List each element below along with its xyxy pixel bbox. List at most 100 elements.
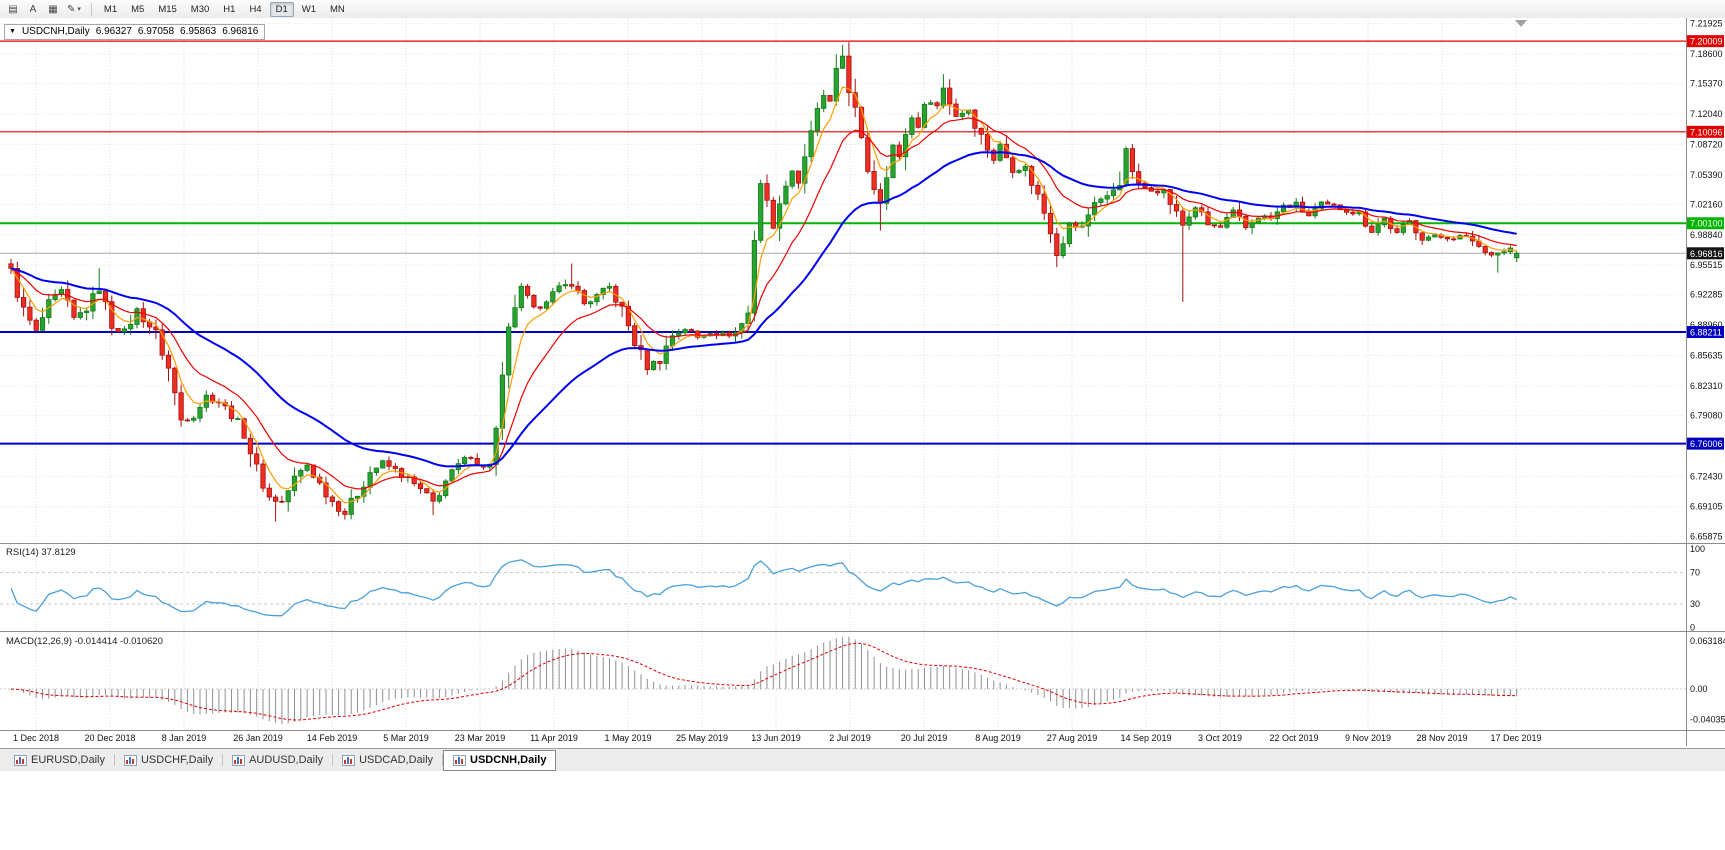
tab-usdcnh-daily[interactable]: USDCNH,Daily [443, 749, 557, 771]
ma-medium-line [10, 117, 1517, 490]
tab-label: USDCHF,Daily [140, 754, 214, 766]
collapse-pane-icon[interactable]: ▼ [9, 28, 16, 35]
ohlc-low-value: 6.95863 [180, 26, 217, 37]
timeframe-button-m15[interactable]: M15 [158, 3, 177, 15]
timeframe-button-group: M1 M5 M15 M30 H1 H4 D1 W1 MN [98, 1, 351, 17]
price-level-badges: 7.20009 7.10096 7.00100 6.88211 6.76006 6.968… [1687, 35, 1724, 450]
price-level-badge-label: 6.88211 [1690, 327, 1722, 337]
time-axis[interactable] [0, 731, 1686, 746]
price-tick-label: 6.92285 [1690, 290, 1723, 300]
date-tick-label: 27 Aug 2019 [1047, 733, 1098, 743]
rsi-pane [0, 559, 1686, 617]
price-level-badge-label: 6.96816 [1690, 249, 1723, 259]
chart-list-icon[interactable]: ▤ [8, 3, 18, 15]
macd-pane [0, 637, 1686, 724]
date-tick-label: 20 Dec 2018 [84, 733, 135, 743]
price-tick-label: 7.05390 [1690, 170, 1723, 180]
macd-tick-label: -0.040351 [1690, 715, 1725, 725]
date-tick-label: 11 Apr 2019 [530, 733, 578, 743]
chart-info-box: ▼ USDCNH,Daily 6.96327 6.97058 6.95863 6… [4, 24, 266, 40]
price-tick-label: 7.12040 [1690, 109, 1723, 119]
macd-tick-label: 0.063184 [1690, 636, 1725, 646]
date-tick-label: 13 Jun 2019 [751, 733, 801, 743]
chart-symbol-label: USDCNH,Daily [21, 26, 90, 37]
tab-label: AUDUSD,Daily [249, 754, 324, 766]
price-level-badge-label: 7.20009 [1690, 37, 1723, 47]
tab-audusd-daily[interactable]: AUDUSD,Daily [223, 751, 332, 770]
price-level-badge [1687, 125, 1724, 138]
time-axis-labels: 1 Dec 2018 20 Dec 2018 8 Jan 2019 26 Jan 20… [0, 731, 1686, 746]
timeframe-button-w1[interactable]: W1 [301, 3, 316, 15]
macd-axis-labels: 0.063184 0.00 -0.040351 [1690, 636, 1725, 725]
chart-plot-area[interactable] [0, 18, 1725, 746]
chart-shift-marker-icon[interactable] [1515, 20, 1527, 27]
price-tick-label: 6.98840 [1690, 230, 1723, 240]
date-tick-label: 3 Oct 2019 [1198, 733, 1242, 743]
rsi-tick-label: 100 [1690, 544, 1705, 554]
price-tick-label: 6.65875 [1690, 531, 1723, 541]
rsi-line [10, 559, 1517, 617]
ma-slow-line [10, 151, 1517, 468]
toolbar-icon-group: ▤ A ▦ ✎ ▾ [3, 1, 85, 17]
tab-eurusd-daily[interactable]: EURUSD,Daily [5, 751, 114, 770]
price-level-badge [1687, 325, 1724, 338]
price-level-badge-label: 6.76006 [1690, 439, 1723, 449]
tab-usdcad-daily[interactable]: USDCAD,Daily [333, 751, 442, 770]
timeframe-button-m5[interactable]: M5 [131, 3, 145, 15]
rsi-tick-label: 70 [1690, 568, 1700, 578]
text-annotation-button[interactable]: A [29, 3, 37, 15]
draw-tool-dropdown[interactable]: ✎ ▾ [67, 3, 81, 15]
price-tick-label: 6.72430 [1690, 471, 1723, 481]
date-tick-label: 17 Dec 2019 [1490, 733, 1541, 743]
rsi-axis-labels: 100 70 30 0 [1690, 544, 1705, 633]
price-level-badge [1687, 247, 1724, 260]
ohlc-high-value: 6.97058 [137, 26, 175, 37]
tab-separator [113, 754, 115, 766]
price-tick-label: 7.02160 [1690, 199, 1723, 209]
tab-usdchf-daily[interactable]: USDCHF,Daily [115, 751, 222, 770]
dropdown-caret-icon: ▾ [77, 5, 81, 13]
mini-chart-icon [342, 754, 356, 766]
toolbar: ▤ A ▦ ✎ ▾ M1 M5 M15 M30 H1 H4 D1 W1 MN [0, 0, 1725, 19]
date-tick-label: 1 Dec 2018 [13, 733, 59, 743]
tab-label: USDCAD,Daily [359, 754, 434, 766]
mini-chart-icon [14, 754, 27, 766]
timeframe-button-h4[interactable]: H4 [249, 3, 262, 15]
tab-separator [332, 754, 334, 766]
tab-separator [222, 754, 224, 766]
tab-label: EURUSD,Daily [31, 754, 105, 766]
date-tick-label: 1 May 2019 [604, 733, 651, 743]
rsi-tick-label: 0 [1690, 623, 1695, 633]
date-tick-label: 28 Nov 2019 [1416, 733, 1467, 743]
price-tick-label: 6.79080 [1690, 411, 1723, 421]
macd-histogram [23, 637, 1518, 724]
timeframe-button-mn[interactable]: MN [330, 3, 345, 15]
horizontal-gridlines [0, 23, 1686, 537]
chart-canvas[interactable]: 7.21925 7.18600 7.15370 7.12040 7.08720 7.053… [0, 18, 1725, 746]
tab-separator [442, 754, 444, 766]
date-tick-label: 23 Mar 2019 [455, 733, 506, 743]
rsi-tick-label: 30 [1690, 599, 1700, 609]
chart-window-icon[interactable]: ▦ [48, 3, 58, 15]
mini-chart-icon [232, 754, 246, 766]
macd-tick-label: 0.00 [1690, 684, 1708, 694]
date-tick-label: 25 May 2019 [676, 733, 728, 743]
price-level-badge-label: 7.10096 [1690, 127, 1723, 137]
timeframe-button-m30[interactable]: M30 [190, 3, 210, 15]
mini-chart-icon [453, 754, 467, 766]
price-tick-label: 6.69105 [1690, 502, 1723, 512]
tab-label: USDCNH,Daily [470, 754, 547, 766]
timeframe-button-m1[interactable]: M1 [103, 3, 118, 15]
date-tick-label: 14 Feb 2019 [307, 733, 358, 743]
date-tick-label: 22 Oct 2019 [1269, 733, 1318, 743]
date-tick-label: 26 Jan 2019 [233, 733, 283, 743]
timeframe-button-d1[interactable]: D1 [269, 1, 294, 17]
price-level-badge [1687, 35, 1724, 48]
price-tick-label: 7.15370 [1690, 79, 1723, 89]
price-level-badge [1687, 217, 1724, 230]
rsi-indicator-label: RSI(14) 37.8129 [6, 547, 76, 558]
date-tick-label: 8 Jan 2019 [162, 733, 207, 743]
price-tick-label: 7.21925 [1690, 19, 1723, 29]
timeframe-button-h1[interactable]: H1 [223, 3, 236, 15]
date-tick-label: 2 Jul 2019 [829, 733, 871, 743]
